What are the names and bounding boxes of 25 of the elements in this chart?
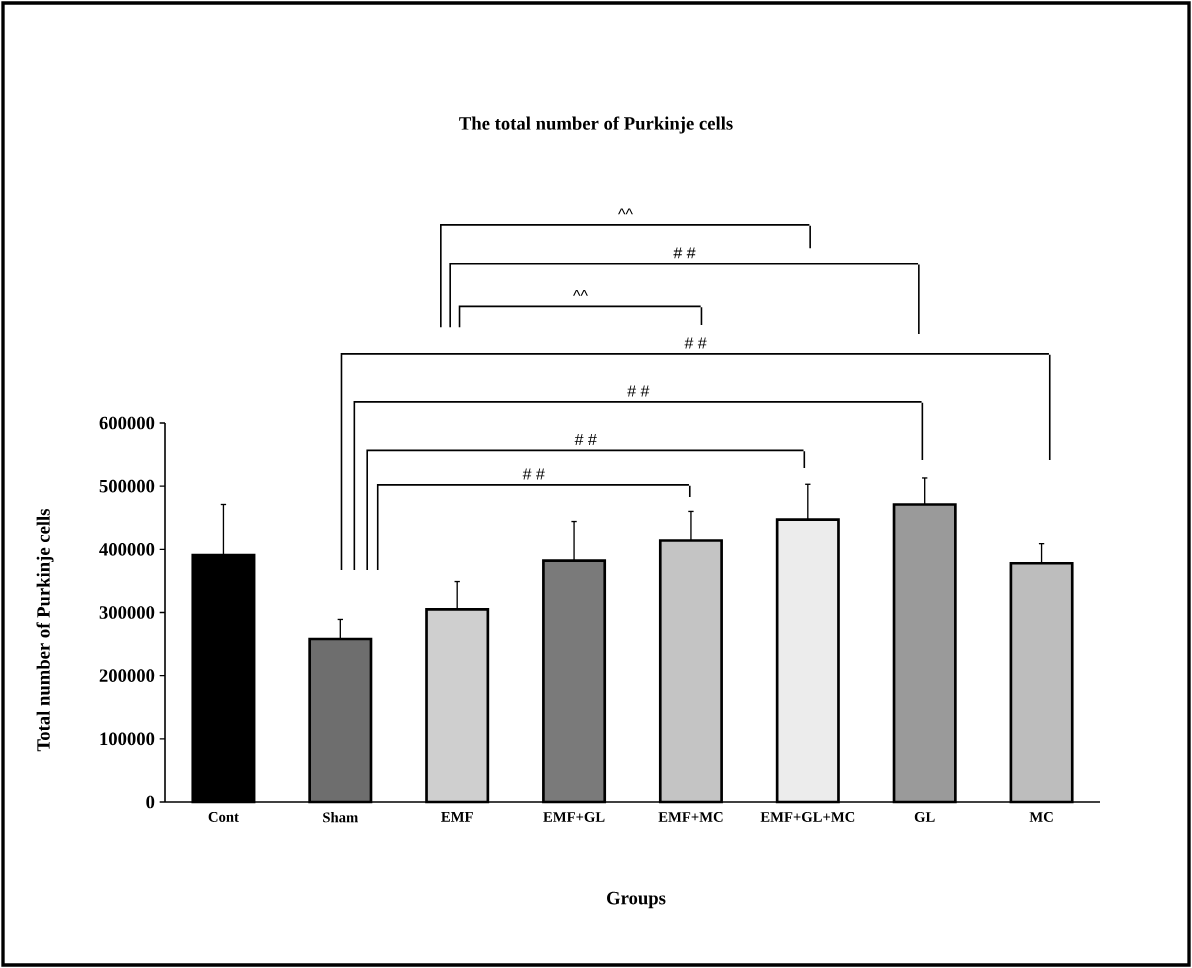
text: # # <box>673 247 696 259</box>
x-tick-label: Cont <box>208 812 239 822</box>
y-tick-label: 600000 <box>99 416 155 430</box>
annotation: # # <box>574 434 597 445</box>
annotation: # # <box>522 468 545 480</box>
x-tick-label: EMF+MC <box>658 812 723 822</box>
text: ^^ <box>573 289 588 296</box>
x-axis-title: Groups <box>607 891 666 909</box>
text: # # <box>684 337 707 349</box>
y-tick-label: 400000 <box>99 543 155 556</box>
text: ^^ <box>618 208 633 215</box>
x-tick-label: MC <box>1029 812 1053 822</box>
y-tick-label: 0 <box>146 795 155 809</box>
x-tick-label: GL <box>914 812 935 822</box>
y-tick-label: 100000 <box>100 732 155 746</box>
chart-title: The total number of Purkinje cells <box>459 116 733 134</box>
y-tick-label: 200000 <box>99 669 155 682</box>
x-tick-label: EMF+GL <box>543 812 605 822</box>
x-tick-label: EMF+GL+MC <box>760 812 855 822</box>
x-tick-label: EMF <box>441 812 473 822</box>
x-tick-label: Sham <box>323 812 358 823</box>
y-axis-title: Total number of Purkinje cells <box>36 508 54 752</box>
y-tick-label: 500000 <box>99 479 155 493</box>
y-tick-label: 300000 <box>99 606 155 619</box>
text: # # <box>627 385 650 397</box>
